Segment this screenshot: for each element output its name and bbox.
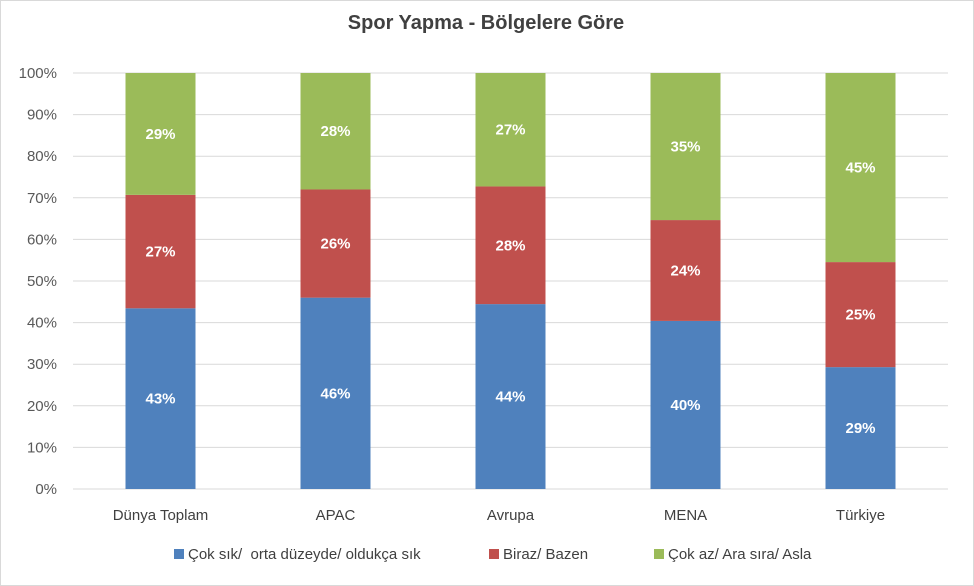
- legend-label: Çok sık/ orta düzeyde/ oldukça sık: [188, 546, 421, 563]
- data-label: 28%: [495, 237, 525, 254]
- data-label: 28%: [320, 123, 350, 140]
- legend-item: Çok az/ Ara sıra/ Asla: [654, 546, 812, 563]
- data-label: 46%: [320, 385, 350, 402]
- bars: [125, 73, 896, 489]
- data-label: 27%: [495, 122, 525, 139]
- bar-segment: [300, 189, 371, 298]
- data-label: 27%: [145, 244, 175, 261]
- x-category-label: MENA: [664, 507, 707, 524]
- chart-title: Spor Yapma - Bölgelere Göre: [348, 12, 624, 34]
- bar-segment: [650, 320, 721, 489]
- y-tick-label: 20%: [27, 398, 57, 415]
- legend-label: Çok az/ Ara sıra/ Asla: [668, 546, 812, 563]
- y-tick-label: 30%: [27, 356, 57, 373]
- bar-segment: [125, 308, 196, 489]
- x-category-label: Türkiye: [836, 507, 885, 524]
- y-tick-label: 70%: [27, 190, 57, 207]
- bar-segment: [650, 220, 721, 321]
- bar-segment: [825, 73, 896, 263]
- legend-swatch: [489, 549, 499, 559]
- data-labels: 43% 27% 29% 46% 26% 28% 44% 28% 27% 40% 24% 35% 29% 2…: [145, 122, 875, 437]
- bar-segment: [475, 304, 546, 489]
- bar-segment: [300, 73, 371, 190]
- bar-segment: [300, 297, 371, 489]
- y-tick-label: 0%: [35, 481, 57, 498]
- x-category-label: Avrupa: [487, 507, 535, 524]
- y-axis-ticks: 0% 10% 20% 30% 40% 50% 60% 70% 80% 90% 100%: [19, 65, 57, 498]
- data-label: 29%: [845, 420, 875, 437]
- legend-swatch: [174, 549, 184, 559]
- legend-item: Çok sık/ orta düzeyde/ oldukça sık: [174, 546, 421, 563]
- y-tick-label: 90%: [27, 107, 57, 124]
- data-label: 45%: [845, 160, 875, 177]
- legend-swatch: [654, 549, 664, 559]
- bar-segment: [125, 73, 196, 195]
- data-label: 44%: [495, 389, 525, 406]
- bar-segment: [125, 194, 196, 309]
- bar-segment: [825, 262, 896, 368]
- legend: Çok sık/ orta düzeyde/ oldukça sık Biraz/…: [174, 546, 812, 563]
- x-axis-categories: Dünya Toplam APAC Avrupa MENA Türkiye: [113, 507, 885, 524]
- bar-segment: [475, 186, 546, 305]
- data-label: 24%: [670, 262, 700, 279]
- data-label: 29%: [145, 126, 175, 143]
- x-category-label: Dünya Toplam: [113, 507, 209, 524]
- data-label: 25%: [845, 307, 875, 324]
- bar-segment: [825, 367, 896, 489]
- bar-segment: [650, 73, 721, 221]
- data-label: 43%: [145, 391, 175, 408]
- y-tick-label: 100%: [19, 65, 57, 82]
- y-tick-label: 80%: [27, 148, 57, 165]
- y-tick-label: 10%: [27, 439, 57, 456]
- y-tick-label: 40%: [27, 315, 57, 332]
- data-label: 40%: [670, 397, 700, 414]
- data-label: 35%: [670, 139, 700, 156]
- legend-label: Biraz/ Bazen: [503, 546, 588, 563]
- bar-segment: [475, 73, 546, 187]
- y-tick-label: 60%: [27, 231, 57, 248]
- data-label: 26%: [320, 236, 350, 253]
- y-tick-label: 50%: [27, 273, 57, 290]
- legend-item: Biraz/ Bazen: [489, 546, 588, 563]
- x-category-label: APAC: [316, 507, 356, 524]
